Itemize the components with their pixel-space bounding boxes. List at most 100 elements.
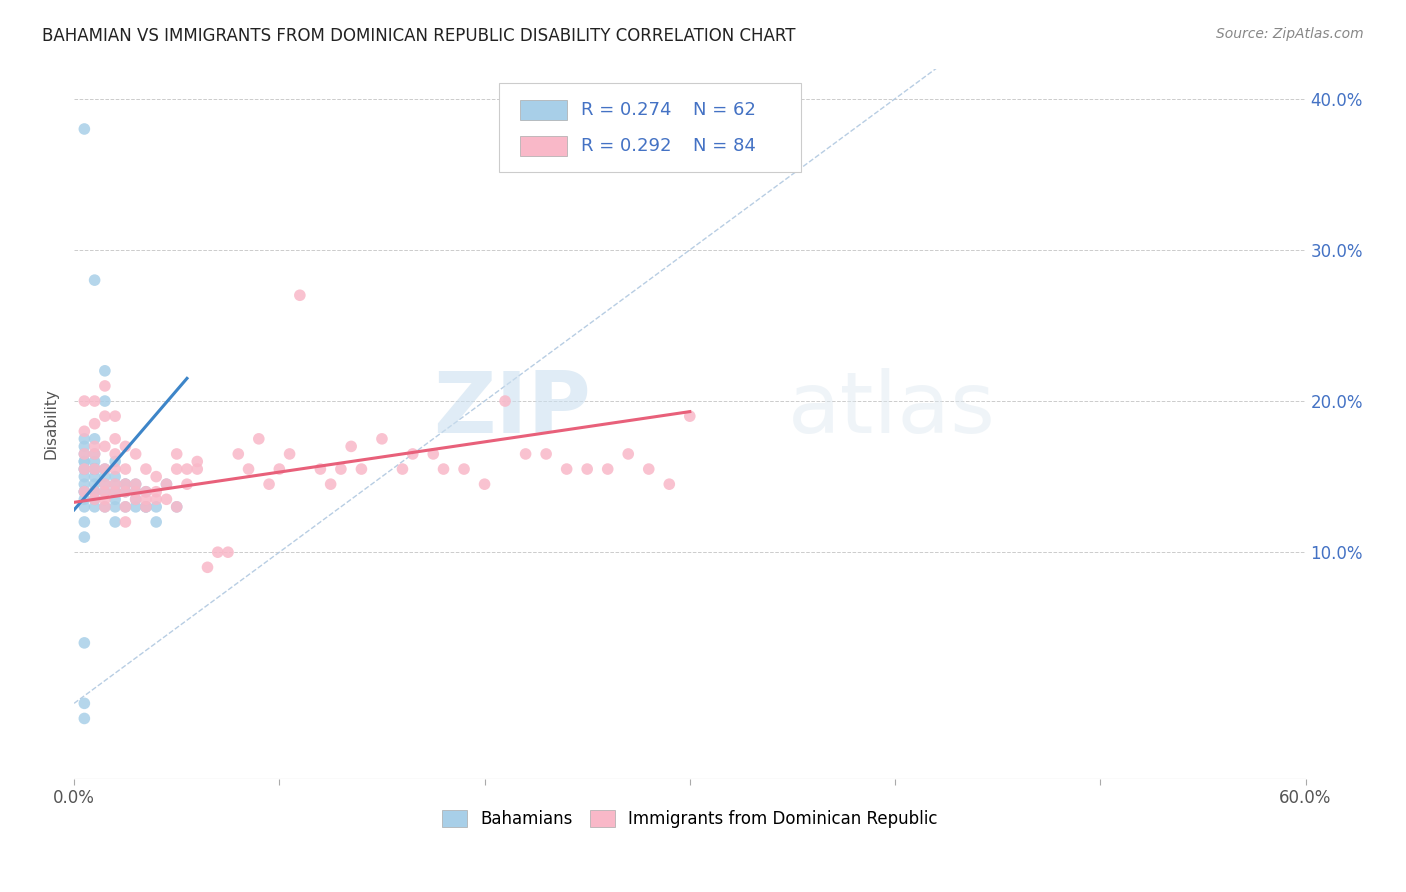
Point bbox=[83, 492, 105, 507]
Point bbox=[104, 500, 127, 514]
Point bbox=[555, 462, 578, 476]
Point bbox=[114, 439, 136, 453]
Point bbox=[596, 462, 619, 476]
FancyBboxPatch shape bbox=[499, 83, 800, 171]
Point bbox=[83, 447, 105, 461]
Point bbox=[474, 477, 496, 491]
Point bbox=[186, 454, 208, 468]
Point bbox=[94, 439, 117, 453]
Point bbox=[247, 432, 270, 446]
Point bbox=[104, 484, 127, 499]
Point bbox=[83, 484, 105, 499]
Point bbox=[104, 409, 127, 424]
Point bbox=[155, 477, 177, 491]
Point bbox=[94, 394, 117, 409]
Point bbox=[94, 484, 117, 499]
Point bbox=[124, 484, 146, 499]
Point bbox=[114, 484, 136, 499]
Point bbox=[145, 484, 167, 499]
Point bbox=[114, 477, 136, 491]
Point bbox=[73, 711, 96, 725]
Point bbox=[73, 447, 96, 461]
Point bbox=[145, 500, 167, 514]
Point bbox=[155, 477, 177, 491]
Point bbox=[73, 500, 96, 514]
Point bbox=[658, 477, 681, 491]
Point bbox=[432, 462, 454, 476]
Point bbox=[186, 462, 208, 476]
Point bbox=[94, 477, 117, 491]
Text: N = 62: N = 62 bbox=[693, 102, 756, 120]
Point bbox=[135, 500, 157, 514]
Point bbox=[83, 492, 105, 507]
Point bbox=[104, 484, 127, 499]
Point bbox=[73, 454, 96, 468]
Point bbox=[145, 492, 167, 507]
Point bbox=[73, 432, 96, 446]
Point bbox=[135, 500, 157, 514]
Point bbox=[83, 484, 105, 499]
Point bbox=[155, 492, 177, 507]
Point bbox=[114, 484, 136, 499]
Point bbox=[269, 462, 291, 476]
Point bbox=[83, 462, 105, 476]
Point bbox=[135, 462, 157, 476]
Point bbox=[73, 515, 96, 529]
Point bbox=[104, 515, 127, 529]
Point bbox=[217, 545, 239, 559]
Point bbox=[94, 462, 117, 476]
Point bbox=[104, 492, 127, 507]
Point bbox=[73, 454, 96, 468]
Point bbox=[94, 364, 117, 378]
Point bbox=[94, 462, 117, 476]
Point bbox=[73, 394, 96, 409]
Point bbox=[73, 484, 96, 499]
Point bbox=[135, 484, 157, 499]
Point bbox=[73, 636, 96, 650]
Point bbox=[114, 462, 136, 476]
Point bbox=[207, 545, 229, 559]
Point bbox=[83, 484, 105, 499]
Point bbox=[83, 447, 105, 461]
Point bbox=[494, 394, 516, 409]
Point bbox=[83, 462, 105, 476]
Point bbox=[83, 462, 105, 476]
Point bbox=[114, 477, 136, 491]
Point bbox=[73, 462, 96, 476]
Point bbox=[124, 447, 146, 461]
Point bbox=[83, 454, 105, 468]
Point bbox=[114, 477, 136, 491]
Point bbox=[104, 477, 127, 491]
Point bbox=[73, 439, 96, 453]
Point bbox=[135, 500, 157, 514]
Point bbox=[402, 447, 425, 461]
Point bbox=[319, 477, 342, 491]
Point bbox=[94, 492, 117, 507]
Point bbox=[309, 462, 332, 476]
Point bbox=[288, 288, 311, 302]
Bar bbox=[520, 136, 567, 156]
Point bbox=[637, 462, 659, 476]
Point bbox=[114, 515, 136, 529]
Point bbox=[83, 394, 105, 409]
Point bbox=[453, 462, 475, 476]
Point bbox=[166, 462, 188, 476]
Point bbox=[73, 447, 96, 461]
Point bbox=[124, 500, 146, 514]
Point bbox=[94, 500, 117, 514]
Point bbox=[83, 500, 105, 514]
Point bbox=[94, 500, 117, 514]
Text: ZIP: ZIP bbox=[433, 368, 592, 451]
Point bbox=[197, 560, 219, 574]
Point bbox=[73, 484, 96, 499]
Text: atlas: atlas bbox=[789, 368, 997, 451]
Point bbox=[166, 500, 188, 514]
Point bbox=[329, 462, 352, 476]
Point bbox=[576, 462, 599, 476]
Point bbox=[176, 462, 198, 476]
Point bbox=[124, 492, 146, 507]
Point bbox=[73, 484, 96, 499]
Point bbox=[166, 500, 188, 514]
Point bbox=[534, 447, 557, 461]
Text: N = 84: N = 84 bbox=[693, 137, 756, 155]
